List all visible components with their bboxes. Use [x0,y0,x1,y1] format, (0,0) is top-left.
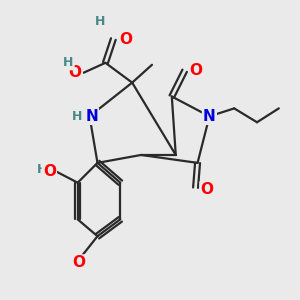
Text: O: O [190,63,202,78]
Text: H: H [37,163,47,176]
Text: N: N [85,109,98,124]
Text: N: N [203,109,216,124]
Text: O: O [72,255,85,270]
Text: H: H [72,110,82,123]
Text: O: O [119,32,132,46]
Text: H: H [63,56,74,69]
Text: H: H [95,15,106,28]
Text: O: O [69,65,82,80]
Text: O: O [43,164,56,179]
Text: O: O [200,182,214,197]
